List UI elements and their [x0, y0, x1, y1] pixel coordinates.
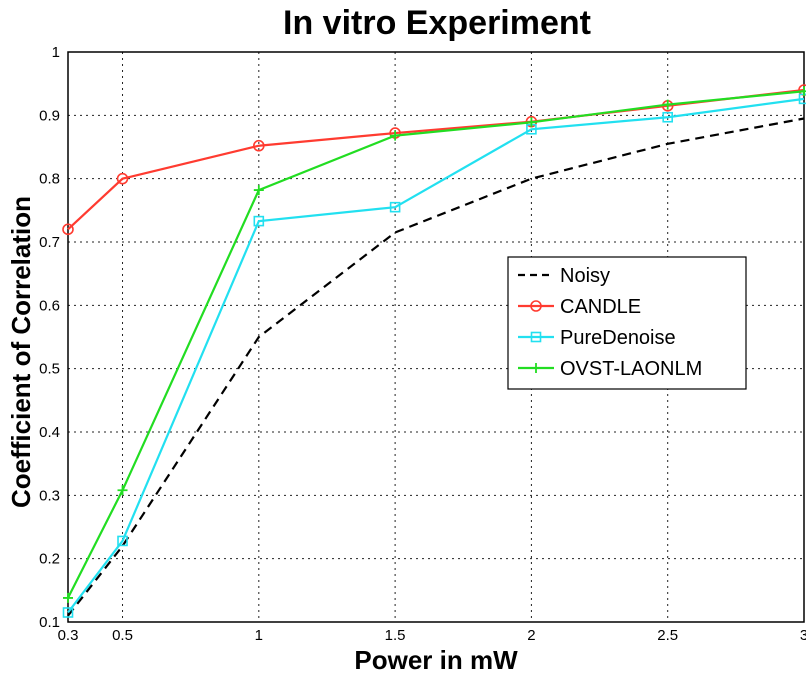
y-tick-label: 0.6: [39, 297, 60, 314]
series-ovst-laonlm: [63, 86, 806, 603]
legend-item-candle: CANDLE: [518, 296, 641, 318]
x-tick-label: 2.5: [657, 627, 678, 644]
legend: Noisy CANDLE PureDenoise OVST-LAONLM: [507, 256, 747, 390]
plot-frame: [67, 51, 805, 623]
x-axis-label: Power in mW: [354, 645, 518, 675]
series-noisy: [67, 117, 805, 617]
data-point-puredenoise: [117, 535, 128, 547]
data-point-candle: [253, 139, 265, 152]
y-tick-label: 0.4: [39, 424, 60, 441]
data-point-puredenoise: [662, 111, 674, 123]
data-point-candle: [62, 223, 74, 236]
legend-label: Noisy: [560, 265, 610, 287]
legend-label: OVST-LAONLM: [560, 358, 702, 380]
tick-labels: 0.3 0.5 1 1.5 2 2.5 3 0.1 0.2 0.3 0.4 0.5 0.6 0.7 0.8 0…: [39, 44, 806, 644]
data-point-ovst-laonlm: [662, 99, 673, 110]
series-puredenoise: [62, 93, 806, 618]
legend-label: CANDLE: [560, 296, 641, 318]
legend-item-ovst-laonlm: OVST-LAONLM: [518, 358, 702, 380]
legend-label: PureDenoise: [560, 327, 676, 349]
data-point-ovst-laonlm: [117, 485, 128, 496]
data-point-ovst-laonlm: [799, 86, 806, 97]
series-line-puredenoise: [67, 97, 805, 614]
x-tick-label: 2: [527, 627, 535, 644]
data-point-ovst-laonlm: [253, 185, 264, 196]
y-tick-label: 0.8: [39, 171, 60, 188]
series-candle: [62, 84, 806, 236]
x-tick-label: 0.3: [58, 627, 79, 644]
y-tick-label: 0.7: [39, 234, 60, 251]
legend-item-puredenoise: PureDenoise: [518, 327, 676, 349]
y-tick-label: 0.2: [39, 551, 60, 568]
y-tick-label: 0.3: [39, 487, 60, 504]
data-point-ovst-laonlm: [526, 117, 537, 128]
x-tick-label: 1.5: [385, 627, 406, 644]
y-tick-label: 0.5: [39, 361, 60, 378]
legend-marker: [531, 363, 541, 373]
data-point-candle: [116, 172, 129, 185]
x-tick-label: 1: [255, 627, 263, 644]
chart-title: In vitro Experiment: [283, 4, 591, 42]
data-point-ovst-laonlm: [63, 592, 73, 603]
legend-marker: [530, 331, 542, 343]
data-point-puredenoise: [253, 215, 265, 227]
series-line-noisy: [67, 117, 805, 617]
series-layer: [62, 84, 806, 618]
data-point-puredenoise: [389, 201, 401, 213]
legend-marker: [530, 300, 542, 312]
data-point-ovst-laonlm: [390, 130, 401, 141]
x-tick-label: 0.5: [112, 627, 133, 644]
legend-item-noisy: Noisy: [518, 265, 610, 287]
y-tick-label: 1: [52, 44, 60, 61]
series-line-candle: [67, 88, 805, 231]
y-axis-label: Coefficient of Correlation: [6, 196, 36, 508]
x-tick-label: 3: [800, 627, 806, 644]
data-point-puredenoise: [62, 607, 74, 618]
y-tick-label: 0.1: [39, 614, 60, 631]
y-tick-label: 0.9: [39, 107, 60, 124]
